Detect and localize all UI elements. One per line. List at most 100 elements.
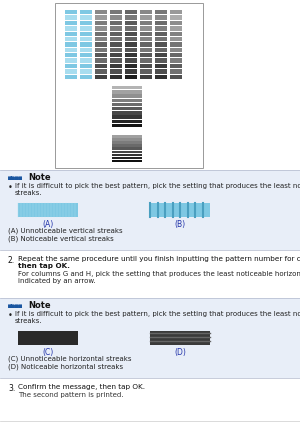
Bar	[112, 135, 142, 137]
Bar	[140, 15, 152, 20]
Bar	[170, 59, 182, 63]
Bar	[110, 69, 122, 74]
Bar	[55, 3, 203, 168]
Bar	[155, 69, 167, 74]
Bar	[140, 37, 152, 41]
Bar	[125, 53, 137, 58]
Bar	[140, 26, 152, 31]
Text: For columns G and H, pick the setting that produces the least noticeable horizon: For columns G and H, pick the setting th…	[18, 271, 300, 284]
Bar	[80, 42, 92, 47]
Text: (B): (B)	[174, 220, 186, 229]
Bar	[112, 90, 142, 94]
Text: (A): (A)	[42, 220, 54, 229]
Bar	[112, 141, 142, 144]
Bar	[170, 47, 182, 52]
Text: Confirm the message, then tap OK.: Confirm the message, then tap OK.	[18, 384, 145, 390]
Bar	[170, 42, 182, 47]
Bar	[125, 69, 137, 74]
Bar	[80, 15, 92, 20]
Bar	[65, 59, 77, 63]
Bar	[80, 37, 92, 41]
Bar	[140, 59, 152, 63]
Bar	[0, 170, 300, 250]
Bar	[95, 47, 107, 52]
Bar	[112, 148, 142, 150]
Bar	[170, 75, 182, 79]
Bar	[125, 15, 137, 20]
Bar	[155, 37, 167, 41]
Bar	[110, 15, 122, 20]
Bar	[170, 26, 182, 31]
Bar	[125, 75, 137, 79]
Bar	[110, 64, 122, 68]
Text: Repeat the same procedure until you finish inputting the pattern number for colu: Repeat the same procedure until you fini…	[18, 256, 300, 262]
Text: (D): (D)	[174, 348, 186, 357]
Bar	[110, 37, 122, 41]
Bar	[140, 75, 152, 79]
Bar	[112, 160, 142, 162]
Text: If it is difficult to pick the best pattern, pick the setting that produces the : If it is difficult to pick the best patt…	[15, 183, 300, 196]
Bar	[65, 42, 77, 47]
Bar	[112, 151, 142, 153]
Bar	[170, 37, 182, 41]
Text: The second pattern is printed.: The second pattern is printed.	[18, 392, 124, 398]
Text: (D) Noticeable horizontal streaks: (D) Noticeable horizontal streaks	[8, 363, 123, 369]
Bar	[140, 10, 152, 14]
Bar	[125, 37, 137, 41]
Bar	[80, 31, 92, 36]
Bar	[112, 103, 142, 106]
Bar	[110, 31, 122, 36]
Bar	[125, 31, 137, 36]
Bar	[170, 15, 182, 20]
Bar	[140, 64, 152, 68]
Bar	[95, 31, 107, 36]
Bar	[125, 21, 137, 25]
Bar	[80, 69, 92, 74]
Bar	[140, 69, 152, 74]
Text: (A) Unnoticeable vertical streaks: (A) Unnoticeable vertical streaks	[8, 228, 123, 234]
Bar	[112, 153, 142, 156]
Bar	[155, 53, 167, 58]
Text: (B) Noticeable vertical streaks: (B) Noticeable vertical streaks	[8, 235, 114, 242]
Bar	[125, 47, 137, 52]
Bar	[110, 42, 122, 47]
Bar	[140, 21, 152, 25]
Bar	[155, 64, 167, 68]
Bar	[110, 59, 122, 63]
Bar	[95, 26, 107, 31]
Bar	[150, 331, 210, 345]
Bar	[112, 107, 142, 110]
Bar	[112, 99, 142, 102]
Bar	[18, 203, 78, 217]
Bar	[95, 53, 107, 58]
Bar	[125, 26, 137, 31]
Bar	[112, 95, 142, 98]
Bar	[170, 64, 182, 68]
Bar	[80, 10, 92, 14]
Bar	[65, 21, 77, 25]
Text: If it is difficult to pick the best pattern, pick the setting that produces the : If it is difficult to pick the best patt…	[15, 311, 300, 324]
Text: (C): (C)	[42, 348, 54, 357]
Bar	[140, 31, 152, 36]
Bar	[80, 64, 92, 68]
Bar	[155, 42, 167, 47]
Bar	[65, 53, 77, 58]
Text: ■■■■: ■■■■	[8, 176, 23, 181]
Text: Note: Note	[28, 301, 51, 310]
Bar	[65, 31, 77, 36]
Bar	[65, 47, 77, 52]
Bar	[112, 124, 142, 127]
Bar	[18, 331, 78, 345]
Text: Note: Note	[28, 173, 51, 182]
Bar	[80, 26, 92, 31]
Bar	[112, 138, 142, 141]
Bar	[112, 157, 142, 159]
Bar	[150, 203, 210, 217]
Text: •: •	[8, 183, 13, 192]
Bar	[155, 10, 167, 14]
Bar	[125, 10, 137, 14]
Bar	[65, 15, 77, 20]
Bar	[125, 42, 137, 47]
Text: (C) Unnoticeable horizontal streaks: (C) Unnoticeable horizontal streaks	[8, 356, 131, 363]
Bar	[65, 26, 77, 31]
